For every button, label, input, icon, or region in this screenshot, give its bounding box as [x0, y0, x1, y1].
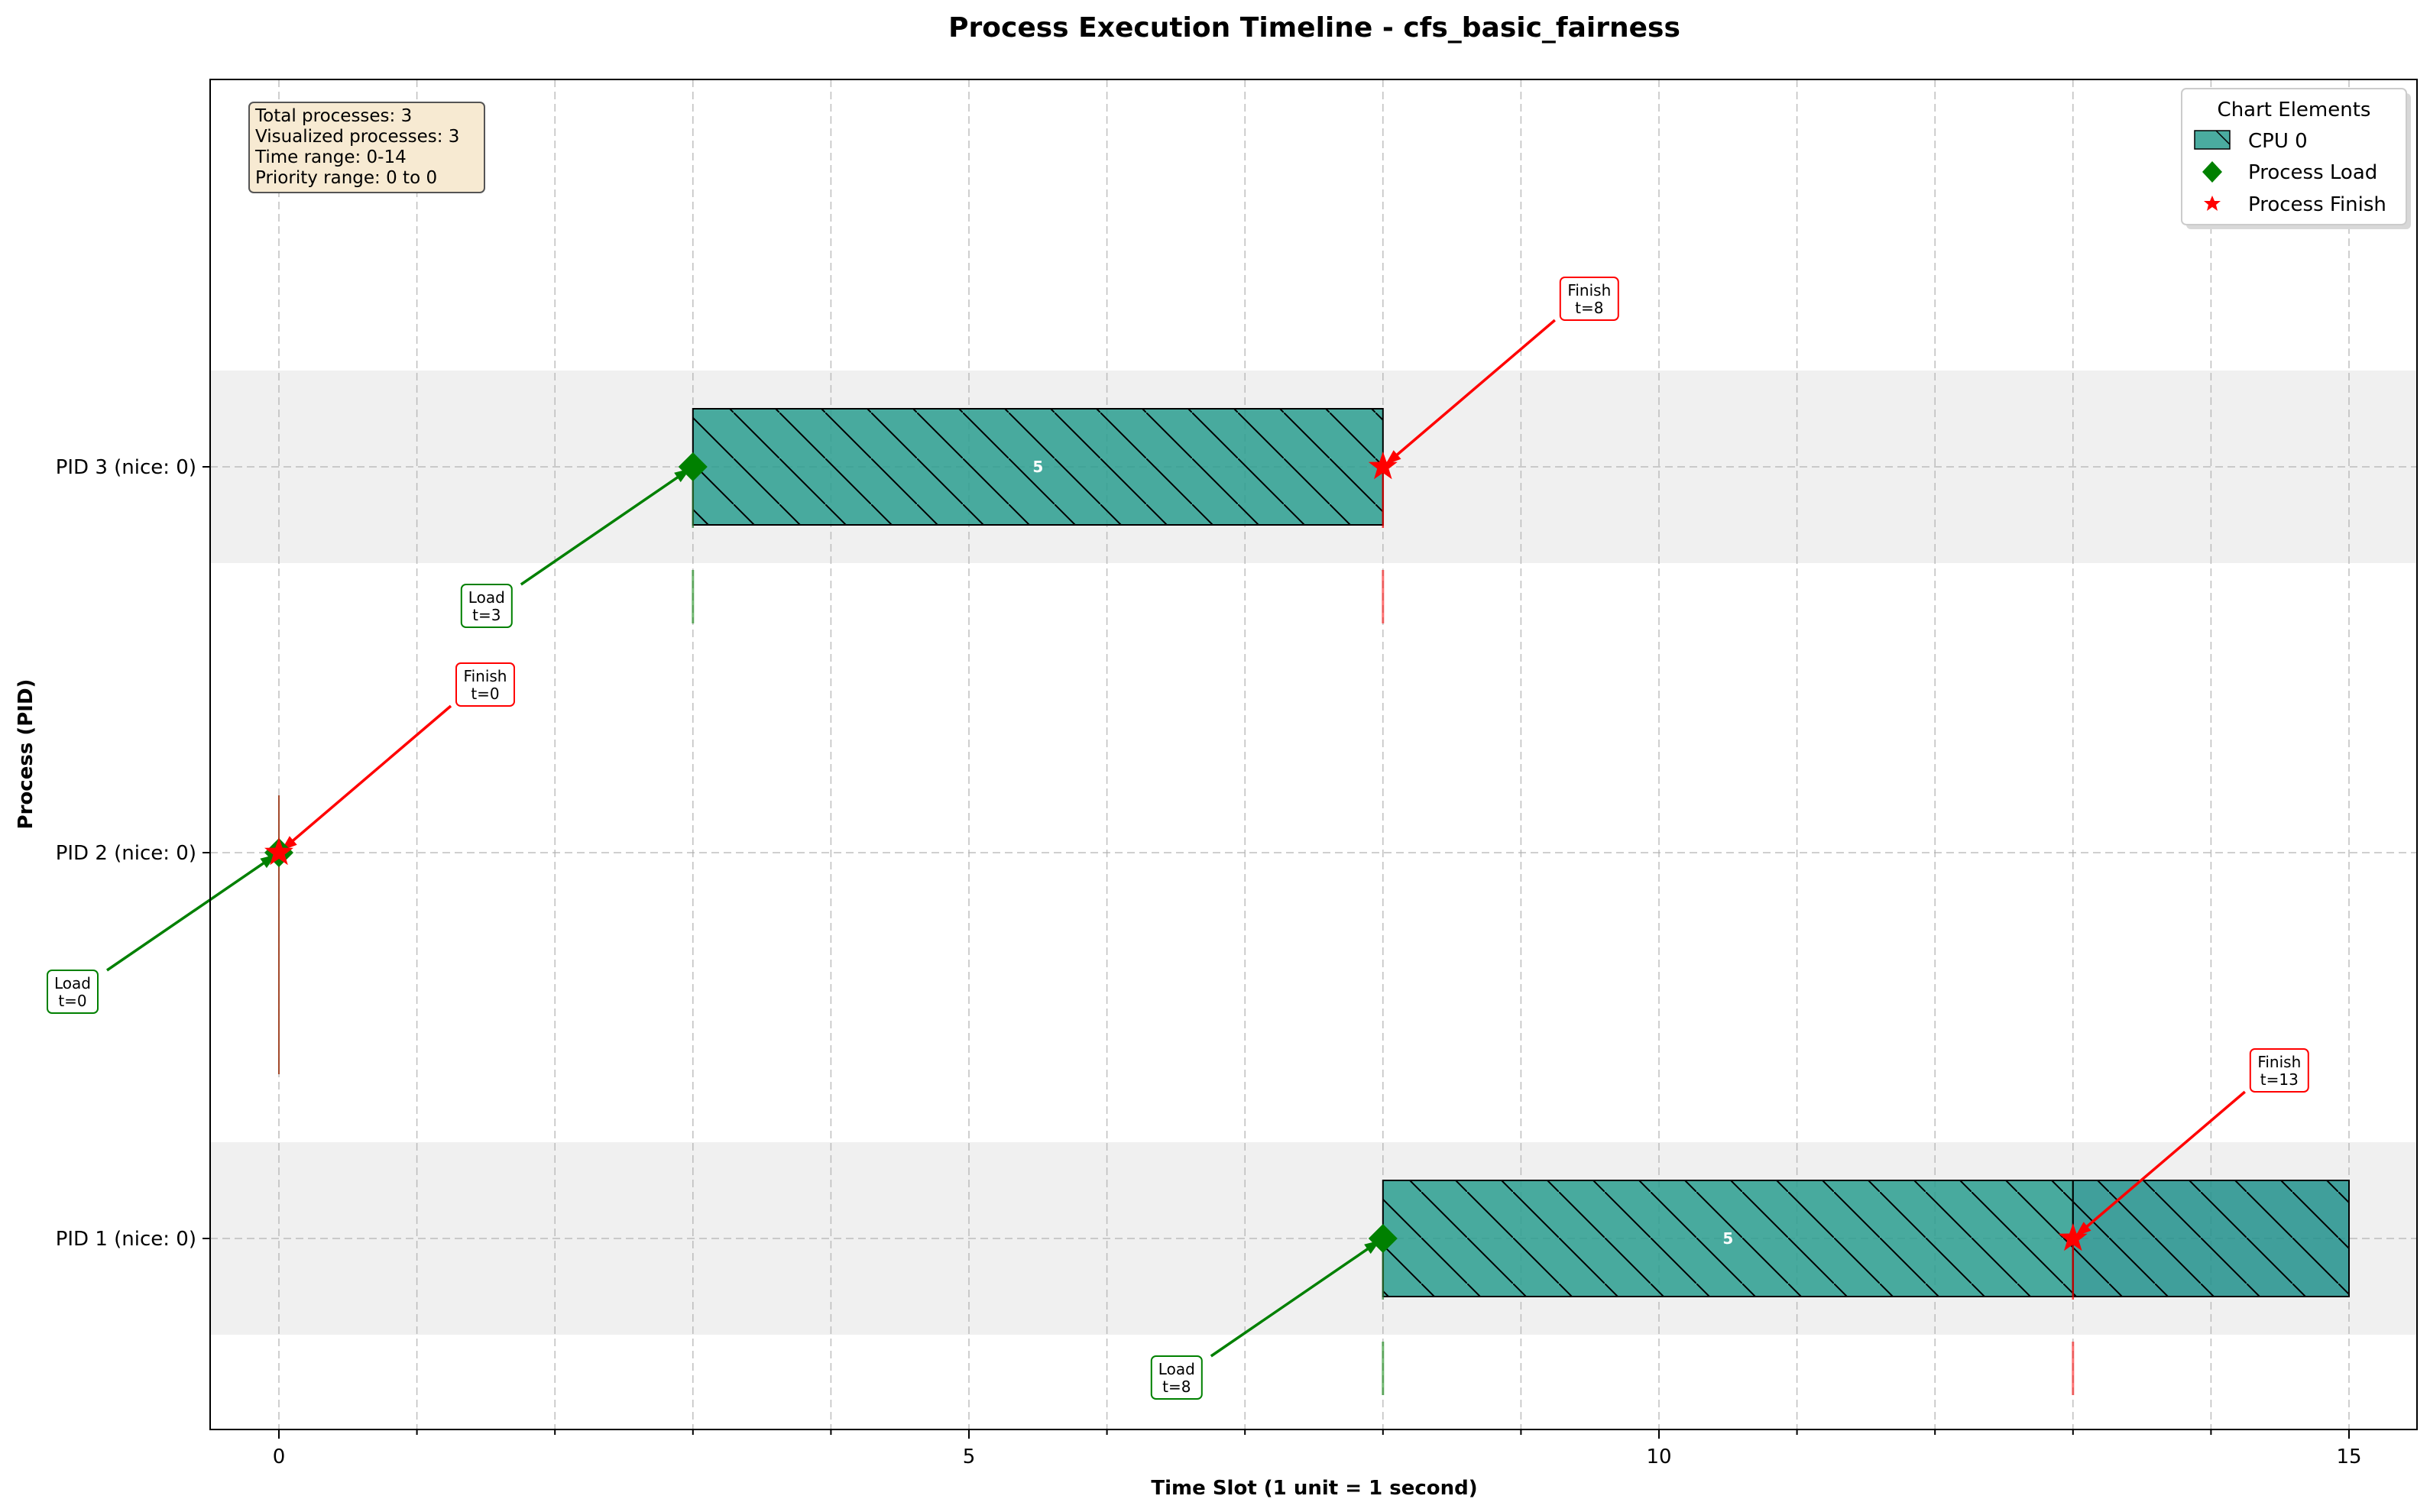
- execution-bar-hatch: [692, 408, 1384, 526]
- y-axis-label: Process (PID): [15, 679, 37, 830]
- bar-duration-label: 5: [1032, 458, 1043, 476]
- annotation-text: t=8: [1575, 299, 1603, 317]
- annotation-text: t=0: [58, 992, 86, 1010]
- annotation-text: Load: [54, 974, 91, 992]
- legend-finish-marker: [2204, 196, 2221, 211]
- x-tick-label: 10: [1646, 1446, 1671, 1468]
- legend-load-label: Process Load: [2248, 161, 2377, 184]
- x-axis-label: Time Slot (1 unit = 1 second): [1151, 1477, 1477, 1500]
- plot-frame: [209, 79, 2418, 1430]
- annotation-text: Load: [1158, 1360, 1195, 1378]
- finish-arrow: [2072, 1090, 2246, 1240]
- annotation-text: Finish: [1567, 281, 1611, 299]
- info-line: Total processes: 3: [254, 106, 412, 126]
- finish-annotation-box: [455, 662, 515, 707]
- y-tick-label: PID 1 (nice: 0): [56, 1228, 196, 1251]
- arrow-head: [1385, 450, 1401, 465]
- annotation-text: t=8: [1162, 1378, 1191, 1396]
- load-arrow: [106, 851, 280, 972]
- legend-finish-label: Process Finish: [2248, 193, 2386, 216]
- load-arrow: [1210, 1237, 1384, 1358]
- finish-arrow: [1382, 319, 1556, 468]
- y-tick-label: PID 2 (nice: 0): [56, 842, 196, 865]
- x-tick-label: 0: [273, 1446, 286, 1468]
- load-marker: [678, 452, 708, 481]
- load-annotation-box: [47, 970, 99, 1014]
- legend-load-marker: [2202, 161, 2222, 183]
- annotation-text: t=13: [2260, 1070, 2299, 1089]
- load-annotation-box: [460, 584, 513, 628]
- info-line: Priority range: 0 to 0: [255, 168, 437, 188]
- finish-marker: [1368, 452, 1398, 480]
- finish-marker: [2058, 1223, 2088, 1251]
- annotation-text: Finish: [2257, 1053, 2301, 1071]
- info-line: Visualized processes: 3: [255, 127, 459, 147]
- x-tick-label: 15: [2336, 1446, 2361, 1468]
- info-box: Total processes: 3 Visualized processes:…: [248, 102, 485, 193]
- annotation-text: t=0: [471, 685, 499, 703]
- x-tick-label: 5: [963, 1446, 976, 1468]
- info-line: Time range: 0-14: [254, 147, 407, 167]
- legend: Chart Elements CPU 0 Process Load Proces…: [2181, 88, 2411, 229]
- annotation-text: Load: [468, 588, 505, 607]
- load-annotation-box: [1150, 1355, 1203, 1400]
- annotation-text: t=3: [472, 606, 501, 624]
- load-marker: [1368, 1224, 1398, 1253]
- bar-duration-label: 5: [1722, 1229, 1733, 1248]
- chart-title: Process Execution Timeline - cfs_basic_f…: [948, 12, 1680, 44]
- legend-cpu-label: CPU 0: [2248, 130, 2308, 153]
- finish-annotation-box: [1559, 277, 1619, 321]
- finish-marker: [264, 837, 293, 866]
- arrow-head: [2075, 1222, 2091, 1237]
- finish-arrow: [277, 704, 452, 854]
- finish-annotation-box: [2249, 1048, 2309, 1093]
- y-tick-label: PID 3 (nice: 0): [56, 456, 196, 479]
- legend-cpu-swatch: [2194, 130, 2231, 150]
- legend-title: Chart Elements: [2218, 99, 2371, 121]
- execution-bar-hatch: [2072, 1180, 2351, 1297]
- load-arrow: [520, 465, 694, 586]
- annotation-text: Finish: [464, 667, 507, 685]
